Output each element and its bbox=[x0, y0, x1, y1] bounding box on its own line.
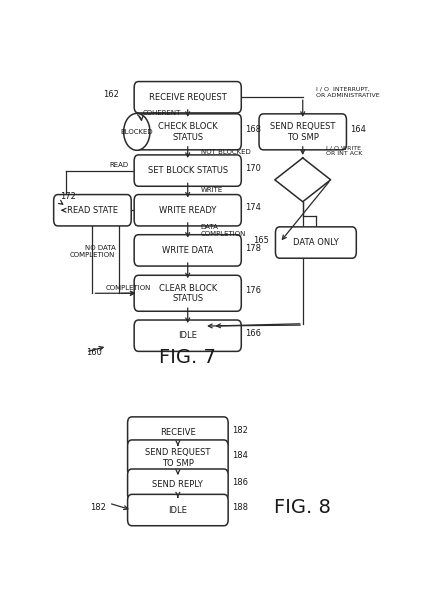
FancyBboxPatch shape bbox=[128, 417, 228, 448]
Circle shape bbox=[124, 113, 150, 150]
Text: BLOCKED: BLOCKED bbox=[120, 129, 153, 135]
Text: 174: 174 bbox=[245, 204, 261, 213]
Text: 170: 170 bbox=[245, 164, 261, 173]
Text: DATA
COMPLETION: DATA COMPLETION bbox=[201, 224, 246, 237]
Text: CHECK BLOCK
STATUS: CHECK BLOCK STATUS bbox=[158, 122, 218, 141]
FancyBboxPatch shape bbox=[134, 81, 241, 113]
Text: SEND REQUEST
TO SMP: SEND REQUEST TO SMP bbox=[145, 448, 211, 468]
FancyBboxPatch shape bbox=[54, 195, 131, 226]
Text: 184: 184 bbox=[232, 451, 248, 460]
Text: 162: 162 bbox=[103, 90, 119, 99]
Text: READ: READ bbox=[109, 162, 128, 168]
FancyBboxPatch shape bbox=[128, 469, 228, 500]
Text: WRITE DATA: WRITE DATA bbox=[162, 246, 213, 255]
Text: 182: 182 bbox=[232, 426, 248, 435]
Text: WRITE: WRITE bbox=[201, 187, 223, 193]
Text: RECEIVE: RECEIVE bbox=[160, 428, 196, 437]
Text: IDLE: IDLE bbox=[168, 506, 187, 515]
Text: DATA ONLY: DATA ONLY bbox=[293, 238, 339, 247]
Text: READ STATE: READ STATE bbox=[67, 205, 118, 215]
Text: SET BLOCK STATUS: SET BLOCK STATUS bbox=[148, 166, 228, 175]
Text: I / O  INTERRUPT,: I / O INTERRUPT, bbox=[316, 87, 370, 92]
Text: FIG. 7: FIG. 7 bbox=[159, 349, 216, 367]
Text: 176: 176 bbox=[245, 286, 261, 295]
Text: WRITE READY: WRITE READY bbox=[159, 205, 216, 215]
Text: 186: 186 bbox=[232, 478, 248, 487]
Text: 160: 160 bbox=[86, 348, 102, 357]
FancyBboxPatch shape bbox=[134, 320, 241, 352]
Text: 172: 172 bbox=[60, 192, 76, 201]
FancyBboxPatch shape bbox=[134, 155, 241, 186]
FancyBboxPatch shape bbox=[134, 114, 241, 150]
Text: COMPLETION: COMPLETION bbox=[106, 285, 151, 291]
Text: NOT BLOCKED: NOT BLOCKED bbox=[201, 149, 251, 155]
FancyBboxPatch shape bbox=[134, 235, 241, 266]
Text: COHERENT: COHERENT bbox=[143, 110, 181, 116]
Text: CLEAR BLOCK
STATUS: CLEAR BLOCK STATUS bbox=[159, 283, 217, 303]
Text: OR ADMINISTRATIVE: OR ADMINISTRATIVE bbox=[316, 93, 379, 98]
FancyBboxPatch shape bbox=[134, 276, 241, 311]
Text: 166: 166 bbox=[245, 329, 261, 338]
Text: 182: 182 bbox=[90, 503, 106, 512]
Text: NO DATA
COMPLETION: NO DATA COMPLETION bbox=[70, 245, 115, 258]
Text: SEND REQUEST
TO SMP: SEND REQUEST TO SMP bbox=[270, 122, 335, 141]
FancyBboxPatch shape bbox=[128, 440, 228, 476]
FancyBboxPatch shape bbox=[259, 114, 346, 150]
Text: 178: 178 bbox=[245, 244, 261, 253]
Text: SEND REPLY: SEND REPLY bbox=[153, 480, 203, 489]
Text: RECEIVE REQUEST: RECEIVE REQUEST bbox=[149, 93, 226, 102]
FancyBboxPatch shape bbox=[128, 494, 228, 526]
Text: 164: 164 bbox=[350, 125, 366, 134]
FancyBboxPatch shape bbox=[134, 195, 241, 226]
Text: 165: 165 bbox=[254, 236, 269, 245]
Text: 188: 188 bbox=[232, 503, 248, 512]
FancyBboxPatch shape bbox=[276, 227, 356, 258]
Text: FIG. 8: FIG. 8 bbox=[274, 498, 331, 518]
Text: 168: 168 bbox=[245, 125, 261, 134]
Text: I / O WRITE
OR INT ACK: I / O WRITE OR INT ACK bbox=[326, 146, 362, 156]
Text: IDLE: IDLE bbox=[178, 331, 197, 340]
